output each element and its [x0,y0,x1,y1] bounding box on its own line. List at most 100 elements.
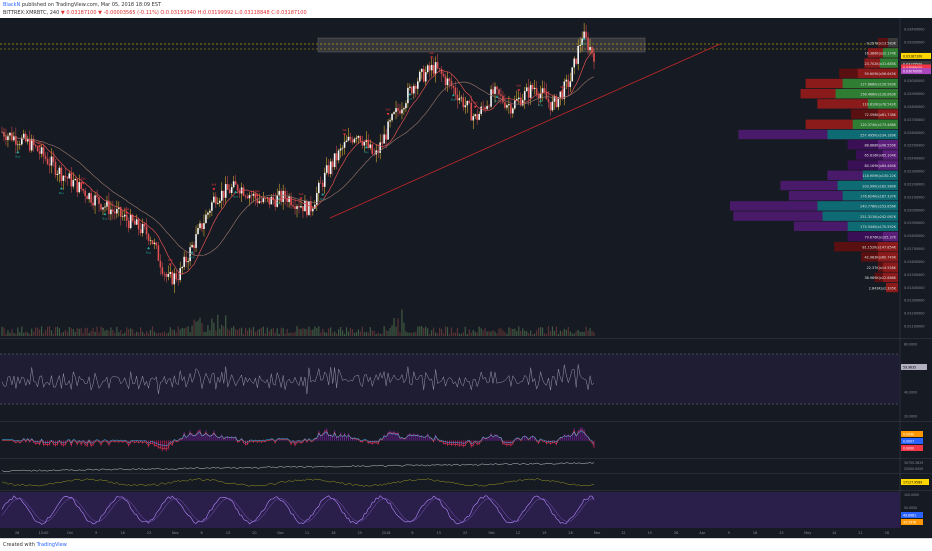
candle-body [453,86,455,88]
time-axis-label: 2018 [382,531,391,535]
volume-bar [49,326,50,336]
volume-bar [465,327,466,336]
candle-body [346,141,348,142]
volume-bar [136,332,137,336]
candle-body [437,62,439,68]
candle-body [67,177,69,178]
volume-bar [399,332,400,336]
candle-body [585,32,587,38]
volume-profile-label: 110.810K(x78.542K [862,103,896,107]
volume-bar [582,332,583,336]
volume-bar [487,332,488,336]
candle-body [312,209,314,212]
candle-body [19,144,21,145]
time-axis-label: Apr [699,531,705,535]
volume-bar [96,327,97,336]
tradingview-logo[interactable]: TradingView [37,542,67,548]
macd-histogram-bar [91,441,92,448]
candle-body [65,176,67,177]
volume-bar [409,333,410,336]
candle-body [92,203,94,206]
volume-bar [201,323,202,336]
volume-bar [120,330,121,336]
volume-profile-label: 72.598K(x81.738K [864,113,896,117]
volume-profile-label: 120.374K(x173.488K [860,123,897,127]
volume-bar [589,328,590,336]
volume-bar [188,326,189,336]
macd-histogram-bar [154,441,155,447]
volume-bar [53,334,54,336]
volume-profile-label: 42.983K(x60.749K [864,256,896,260]
candle-body [490,89,492,106]
time-axis-label: 19 [647,531,651,535]
candle-body [90,193,92,202]
price-tick-label: 0.02800000 [904,105,925,109]
macd-histogram-bar [465,441,466,447]
candle-body [494,87,496,94]
candle-body [423,69,425,82]
candle-body [306,201,308,215]
volume-bar [498,329,499,336]
candle-body [425,72,427,81]
volume-bar [324,332,325,336]
stoch-tag-value: 49.8981 [903,514,916,518]
volume-bar [37,328,38,336]
volume-bar [350,328,351,336]
volume-bar [231,328,232,336]
volume-bar [195,322,196,336]
volume-bar [520,331,521,336]
volume-profile-label: 203.99K(x182.980K [862,184,896,188]
volume-bar [429,334,430,336]
volume-bar [265,333,266,336]
volume-bar [178,327,179,336]
volume-bar [558,334,559,336]
rsi-band [0,354,900,404]
price-tick-label: 0.02300000 [904,170,925,174]
volume-bar [368,333,369,336]
candle-body [338,151,340,161]
candle-body [395,108,397,112]
volume-bar [437,333,438,336]
candle-body [162,267,164,274]
volume-bar [227,329,228,336]
candle-body [342,148,344,149]
chart-canvas[interactable]: 0.034000000.033000000.032000000.03100000… [0,18,932,538]
macd-histogram-bar [324,429,325,440]
volume-profile-label: 16.386K(x22.174K [864,52,896,56]
volume-bar [85,328,86,336]
volume-bar [300,329,301,336]
candle-body [136,219,138,224]
macd-histogram-bar [295,441,296,447]
volume-bar [241,328,242,336]
time-axis-label: 28 [885,531,889,535]
volume-bar [584,332,585,336]
macd-histogram-bar [417,434,418,441]
candle-body [358,136,360,138]
candle-body [480,107,482,114]
volume-bar [348,332,349,336]
macd-histogram-bar [93,441,94,446]
candle-body [96,195,98,197]
candle-body [201,223,203,229]
candle-body [328,165,330,174]
volume-bar [449,334,450,336]
candle-body [510,104,512,113]
volume-bar [65,330,66,336]
volume-bar [364,332,365,336]
volume-profile-label: 9.257K(x13.583K [867,42,897,46]
volume-bar [453,333,454,336]
volume-bar [17,327,18,336]
volume-bar [51,330,52,336]
volume-bar [186,327,187,336]
volume-bar [247,331,248,336]
candle-body [546,92,548,99]
candle-body [589,47,591,50]
volume-bar [79,329,80,336]
candle-body [567,80,569,87]
macd-histogram-bar [451,441,452,447]
volume-bar [209,330,210,336]
candle-body [324,173,326,187]
candle-body [326,165,328,173]
author-link[interactable]: BlackN [3,2,20,8]
volume-bar [469,329,470,336]
